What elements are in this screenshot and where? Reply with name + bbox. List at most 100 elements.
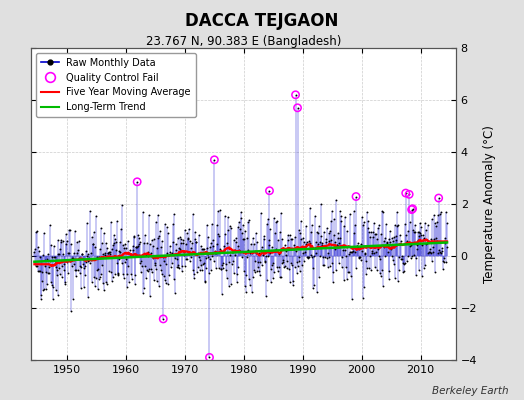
Point [328,208,336,214]
Point [229,258,237,264]
Point [326,263,334,269]
Point [155,232,163,239]
Point [178,262,187,269]
Point [270,214,279,221]
Point [416,229,424,235]
Point [392,222,401,229]
Point [330,215,338,222]
Point [140,285,148,291]
Point [152,218,160,225]
Point [121,240,129,247]
Point [256,259,264,265]
Point [210,156,219,163]
Point [132,244,140,250]
Point [64,250,73,256]
Point [183,230,192,236]
Point [254,264,263,270]
Point [103,249,112,256]
Point [122,245,130,252]
Point [426,246,434,252]
Point [207,266,215,273]
Point [408,253,416,260]
Point [141,232,149,238]
Point [260,233,268,240]
Point [277,274,286,281]
Point [116,238,125,245]
Point [183,235,192,242]
Point [30,249,39,255]
Point [108,278,116,284]
Point [65,227,73,233]
Point [260,258,269,264]
Point [128,276,136,283]
Point [46,258,54,264]
Point [116,249,124,256]
Point [129,233,138,239]
Point [84,258,92,264]
Point [386,238,395,245]
Point [378,283,387,289]
Point [37,296,45,302]
Point [55,251,63,258]
Point [320,244,329,250]
Point [226,252,234,258]
Point [298,262,307,268]
Point [376,256,384,262]
Point [430,236,439,242]
Point [408,206,417,212]
Point [249,241,258,248]
Point [213,222,222,228]
Point [400,260,408,267]
Point [381,243,390,249]
Point [357,257,365,264]
Point [152,245,161,251]
Point [150,236,158,242]
Point [200,260,208,266]
Point [436,211,444,218]
Point [74,246,82,253]
Point [194,264,202,270]
Point [428,258,436,264]
Point [247,241,255,247]
Point [151,262,160,268]
Point [241,283,249,289]
Point [184,236,192,242]
Point [42,256,51,262]
Point [434,212,442,219]
Point [64,270,72,276]
Point [421,220,430,226]
Point [433,219,441,225]
Point [292,248,300,254]
Point [353,243,361,250]
Point [202,255,210,261]
Point [267,266,275,272]
Point [40,262,49,269]
Point [395,254,403,260]
Point [363,209,372,215]
Point [287,236,295,242]
Point [362,270,370,277]
Point [286,232,294,238]
Point [56,245,64,252]
Point [338,264,346,270]
Point [60,261,69,267]
Point [432,234,440,241]
Point [352,193,360,200]
Point [124,263,132,269]
Point [359,222,368,228]
Point [120,245,128,251]
Point [93,267,101,273]
Point [73,267,82,273]
Point [91,283,99,290]
Point [121,259,129,265]
Point [239,236,247,243]
Point [439,266,447,272]
Point [94,286,103,292]
Point [35,267,43,274]
Point [424,250,432,257]
Point [314,230,322,237]
Point [230,270,238,276]
Point [41,286,50,292]
Point [388,252,397,259]
Point [201,264,210,271]
